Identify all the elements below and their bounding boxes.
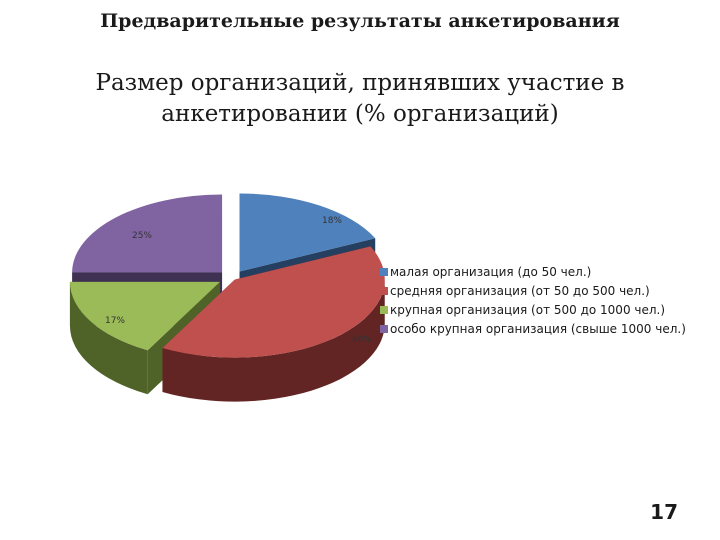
legend-swatch-extra-large [380,324,388,333]
data-label-small: 18% [322,216,342,226]
chart-title: Размер организаций, принявших участие в … [60,68,660,130]
legend-swatch-large [380,305,388,314]
legend-label-extra-large: особо крупная организация (свыше 1000 че… [390,321,686,336]
pie-slice-medium [162,246,385,402]
chart-title-line-2: анкетировании (% организаций) [161,101,559,127]
legend-swatch-medium [380,286,388,295]
legend-swatch-small [380,267,388,276]
data-label-large: 17% [105,316,125,326]
legend-item-extra-large: особо крупная организация (свыше 1000 че… [380,319,686,338]
slide-header: Предварительные результаты анкетирования [100,10,620,32]
slide-number: 17 [650,500,678,524]
legend-item-large: крупная организация (от 500 до 1000 чел.… [380,300,686,319]
legend-item-medium: средняя организация (от 50 до 500 чел.) [380,281,686,300]
legend-label-small: малая организация (до 50 чел.) [390,264,592,279]
legend-item-small: малая организация (до 50 чел.) [380,262,686,281]
legend-label-medium: средняя организация (от 50 до 500 чел.) [390,283,650,298]
chart-title-line-1: Размер организаций, принявших участие в [95,70,625,96]
legend-label-large: крупная организация (от 500 до 1000 чел.… [390,302,666,317]
chart-legend: малая организация (до 50 чел.) средняя о… [380,262,686,338]
data-label-extra-large: 25% [132,231,152,241]
data-label-medium: 40% [352,335,372,345]
